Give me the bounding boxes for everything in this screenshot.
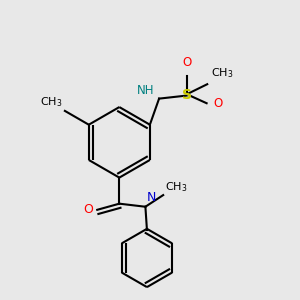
Text: O: O <box>182 56 191 70</box>
Text: CH$_3$: CH$_3$ <box>211 66 234 80</box>
Text: S: S <box>182 88 192 102</box>
Text: CH$_3$: CH$_3$ <box>40 96 62 110</box>
Text: O: O <box>84 203 94 216</box>
Text: N: N <box>147 191 156 204</box>
Text: O: O <box>213 97 223 110</box>
Text: NH: NH <box>137 84 154 98</box>
Text: CH$_3$: CH$_3$ <box>165 180 187 194</box>
